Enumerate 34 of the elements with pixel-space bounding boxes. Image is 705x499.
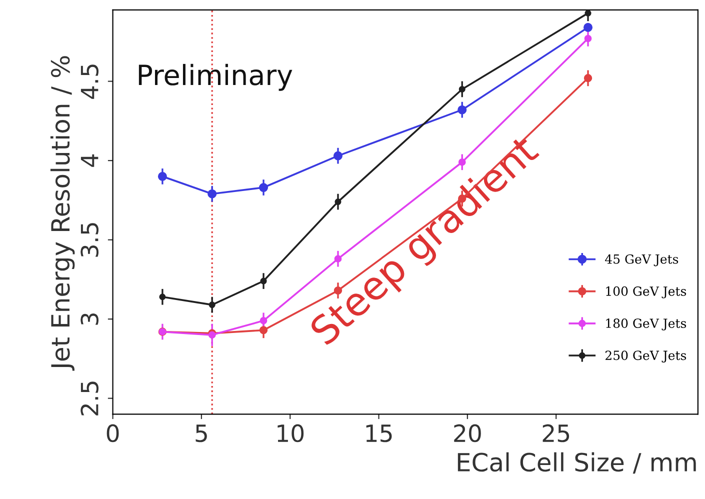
legend-label: 180 GeV Jets: [606, 318, 686, 330]
y-tick-label: 4: [80, 154, 98, 167]
point: [458, 86, 466, 92]
y-tick-label: 3: [80, 313, 99, 325]
point: [584, 74, 592, 82]
point: [208, 302, 216, 308]
legend-label: 100 GeV Jets: [606, 286, 686, 298]
x-axis-title: ECal Cell Size / mm: [458, 452, 696, 474]
annotation: Preliminary: [138, 64, 292, 91]
y-axis-title: Jet Energy Resolution / %: [50, 56, 75, 371]
x-tick-label: 25: [542, 424, 570, 442]
point: [260, 316, 268, 324]
point: [259, 182, 268, 192]
y-tick-label: 2.5: [80, 382, 99, 416]
point: [333, 151, 343, 160]
legend-label: 45 GeV Jets: [605, 254, 678, 266]
legend-label: 250 GeV Jets: [605, 350, 686, 362]
x-tick-label: 15: [366, 424, 392, 442]
point: [334, 198, 342, 206]
point: [259, 326, 268, 334]
x-tick-label: 0: [106, 424, 119, 442]
x-tick-label: 10: [278, 424, 304, 442]
x-tick-label: 5: [196, 424, 207, 442]
point: [260, 278, 267, 284]
y-tick-label: 3.5: [80, 223, 99, 257]
point: [584, 34, 592, 42]
point: [158, 172, 167, 181]
point: [159, 294, 166, 300]
point: [458, 105, 467, 114]
y-tick-label: 4.5: [80, 64, 99, 99]
point: [584, 22, 593, 32]
point: [584, 10, 592, 16]
x-tick-label: 20: [454, 424, 481, 442]
point: [208, 189, 217, 198]
